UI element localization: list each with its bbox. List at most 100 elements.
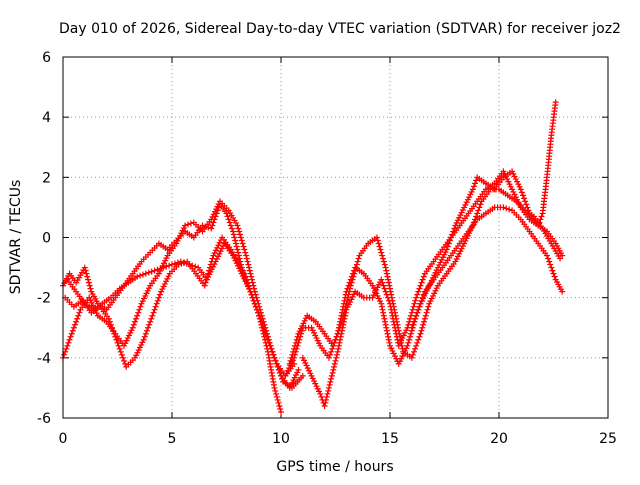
data-point	[387, 300, 393, 307]
data-point	[142, 330, 149, 337]
data-point	[344, 294, 351, 301]
data-point	[115, 342, 122, 349]
data-point	[247, 270, 254, 277]
data-point	[416, 333, 423, 340]
data-point	[476, 204, 483, 211]
x-tick-label: 0	[59, 431, 68, 447]
data-point	[322, 399, 329, 406]
data-point	[189, 262, 196, 269]
data-point	[157, 291, 164, 298]
data-point	[292, 339, 299, 346]
data-point	[288, 354, 295, 361]
data-point	[390, 318, 397, 325]
data-point	[327, 378, 334, 385]
data-point	[547, 261, 554, 268]
data-point	[374, 237, 381, 244]
data-point	[387, 303, 394, 310]
data-point	[470, 183, 477, 190]
data-point	[82, 267, 89, 274]
data-point	[230, 228, 237, 235]
data-point	[420, 273, 427, 280]
data-point	[235, 249, 242, 256]
data-point	[225, 216, 232, 223]
data-point	[380, 282, 387, 289]
data-point	[278, 408, 284, 415]
data-point	[392, 327, 399, 334]
data-point	[503, 205, 510, 212]
data-point	[328, 348, 335, 355]
x-tick-label: 15	[381, 431, 399, 447]
data-point	[333, 351, 340, 358]
data-point	[131, 318, 138, 325]
data-point	[345, 291, 352, 298]
series-track-e	[282, 204, 566, 379]
data-point	[409, 351, 416, 358]
data-point	[133, 315, 140, 322]
data-point	[378, 249, 385, 256]
data-point	[114, 339, 121, 346]
data-point	[518, 189, 525, 196]
data-point	[407, 312, 414, 319]
data-point	[381, 285, 388, 292]
data-point	[418, 279, 425, 286]
data-point	[169, 261, 175, 268]
data-point	[506, 206, 513, 213]
data-point	[109, 324, 116, 331]
data-point	[208, 225, 215, 232]
data-point	[246, 264, 253, 271]
data-point	[237, 231, 244, 238]
data-point	[537, 216, 544, 223]
data-point	[410, 303, 417, 310]
data-points	[60, 99, 566, 415]
data-point	[393, 333, 400, 340]
data-point	[136, 306, 143, 313]
data-point	[383, 324, 390, 331]
data-point	[332, 357, 339, 364]
data-point	[415, 336, 422, 343]
data-point	[86, 282, 93, 289]
data-point	[259, 321, 266, 328]
data-point	[237, 234, 244, 241]
data-point	[240, 243, 247, 250]
data-point	[385, 297, 392, 304]
data-point	[151, 267, 158, 274]
data-point	[248, 276, 255, 283]
data-point	[85, 279, 92, 286]
data-point	[67, 333, 74, 340]
data-point	[63, 345, 70, 352]
data-point	[318, 393, 325, 400]
data-point	[348, 279, 355, 286]
data-point	[244, 258, 251, 265]
data-point	[83, 270, 90, 277]
data-point	[545, 255, 552, 262]
data-point	[342, 309, 349, 316]
data-point	[262, 330, 269, 337]
data-point	[73, 318, 80, 325]
data-point	[413, 342, 420, 349]
data-point	[186, 261, 193, 268]
data-point	[407, 333, 414, 340]
data-point	[64, 342, 71, 349]
data-point	[408, 354, 415, 361]
data-point	[329, 369, 336, 376]
data-point	[525, 207, 532, 214]
data-point	[333, 354, 340, 361]
data-point	[384, 294, 391, 301]
data-point	[385, 336, 392, 343]
data-point	[249, 294, 256, 301]
data-point	[543, 252, 550, 259]
data-point	[149, 312, 156, 319]
data-point	[378, 276, 385, 283]
data-point	[286, 360, 293, 367]
data-point	[410, 318, 417, 325]
data-point	[473, 177, 480, 184]
data-point	[419, 276, 426, 283]
data-point	[500, 204, 507, 211]
data-point	[559, 252, 566, 259]
data-point	[210, 219, 217, 226]
data-point	[414, 339, 421, 346]
data-point	[270, 351, 277, 358]
data-point	[383, 270, 390, 277]
y-tick-label: 4	[42, 110, 51, 126]
data-point	[110, 327, 117, 334]
